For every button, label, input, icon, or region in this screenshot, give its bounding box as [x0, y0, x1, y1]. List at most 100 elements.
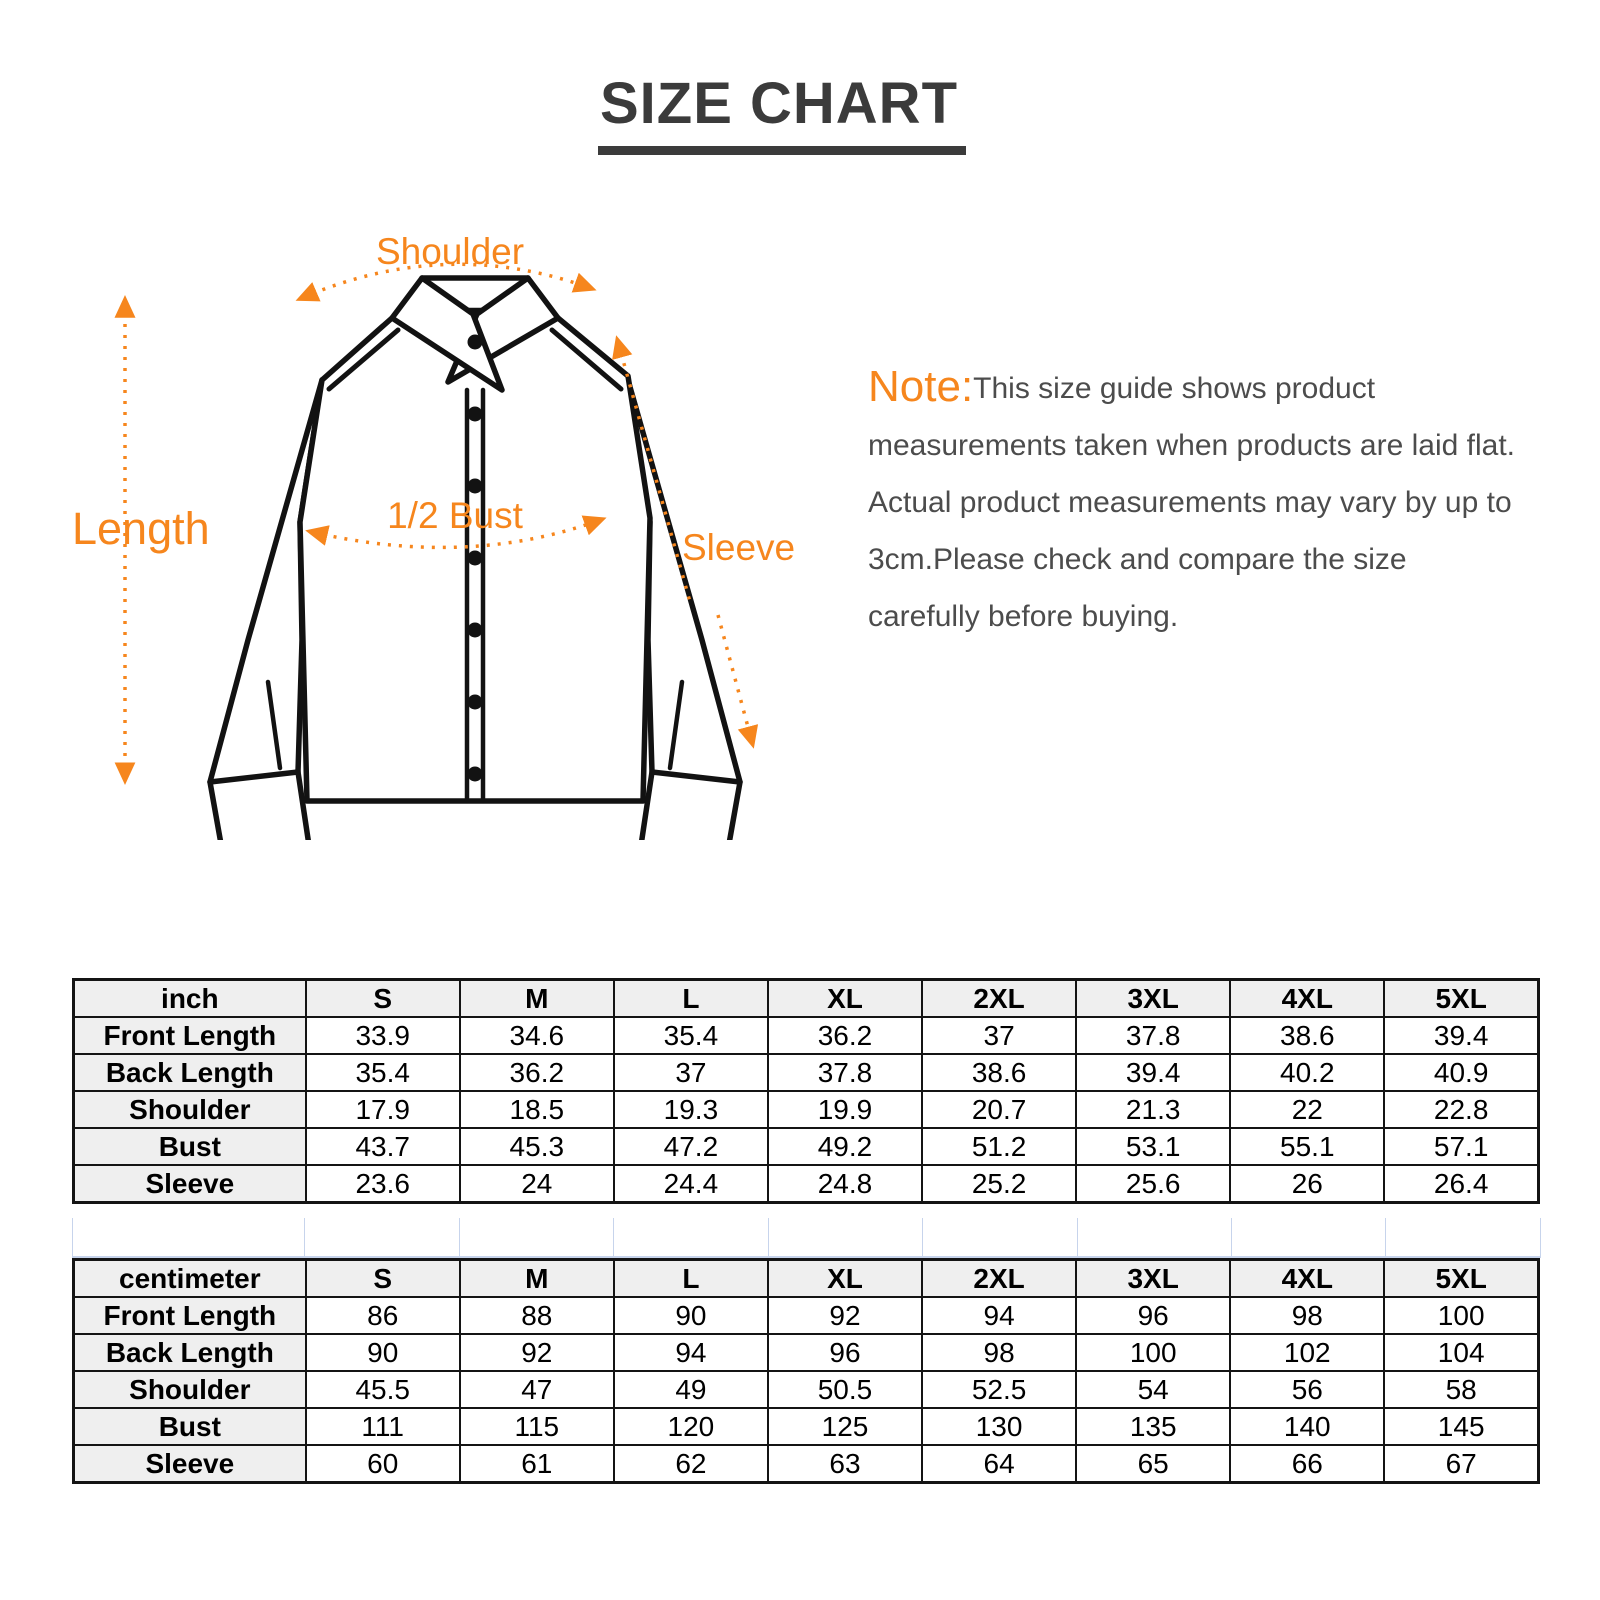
unit-header-cell: inch	[72, 978, 307, 1018]
value-cell: 38.6	[921, 1053, 1078, 1092]
value-cell: 92	[766, 1296, 924, 1335]
value-cell: 140	[1229, 1407, 1386, 1446]
size-column-header: 3XL	[1075, 978, 1232, 1018]
value-cell: 19.3	[612, 1090, 769, 1129]
value-cell: 39.4	[1075, 1053, 1232, 1092]
inch-size-table: inch S M L XL 2XL 3XL 4XL 5XL Front Length 33.9 34…	[72, 978, 1540, 1204]
size-column-header: XL	[766, 978, 924, 1018]
value-cell: 18.5	[458, 1090, 615, 1129]
measurement-row: Bust 111 115 120 125 130 135 140 145	[72, 1407, 1540, 1446]
value-cell: 49.2	[766, 1127, 924, 1166]
value-cell: 45.5	[304, 1370, 461, 1409]
table-spacer-row	[72, 1218, 1541, 1258]
value-cell: 23.6	[304, 1164, 461, 1204]
value-cell: 52.5	[921, 1370, 1078, 1409]
value-cell: 92	[458, 1333, 615, 1372]
value-cell: 130	[921, 1407, 1078, 1446]
value-cell: 51.2	[921, 1127, 1078, 1166]
row-label-cell: Bust	[72, 1407, 307, 1446]
page-title: SIZE CHART	[598, 70, 966, 155]
value-cell: 56	[1229, 1370, 1386, 1409]
value-cell: 26	[1229, 1164, 1386, 1204]
value-cell: 94	[921, 1296, 1078, 1335]
value-cell: 37.8	[766, 1053, 924, 1092]
value-cell: 47.2	[612, 1127, 769, 1166]
value-cell: 58	[1383, 1370, 1540, 1409]
value-cell: 25.6	[1075, 1164, 1232, 1204]
value-cell: 36.2	[766, 1016, 924, 1055]
value-cell: 25.2	[921, 1164, 1078, 1204]
length-label: Length	[72, 503, 210, 554]
value-cell: 35.4	[304, 1053, 461, 1092]
value-cell: 22	[1229, 1090, 1386, 1129]
size-column-header: M	[458, 1258, 615, 1298]
row-label-cell: Shoulder	[72, 1370, 307, 1409]
bust-arrow	[305, 515, 607, 550]
value-cell: 24.4	[612, 1164, 769, 1204]
row-label-cell: Shoulder	[72, 1090, 307, 1129]
half-bust-label: 1/2 Bust	[387, 495, 523, 536]
size-column-header: 4XL	[1229, 1258, 1386, 1298]
value-cell: 24	[458, 1164, 615, 1204]
measurement-row: Shoulder 17.9 18.5 19.3 19.9 20.7 21.3 22 22.8	[72, 1090, 1540, 1129]
value-cell: 62	[612, 1444, 769, 1484]
value-cell: 19.9	[766, 1090, 924, 1129]
value-cell: 90	[612, 1296, 769, 1335]
value-cell: 35.4	[612, 1016, 769, 1055]
value-cell: 145	[1383, 1407, 1540, 1446]
size-column-header: 3XL	[1075, 1258, 1232, 1298]
value-cell: 37.8	[1075, 1016, 1232, 1055]
value-cell: 21.3	[1075, 1090, 1232, 1129]
value-cell: 24.8	[766, 1164, 924, 1204]
measurement-row: Front Length 86 88 90 92 94 96 98 100	[72, 1296, 1540, 1335]
value-cell: 64	[921, 1444, 1078, 1484]
header-row: inch S M L XL 2XL 3XL 4XL 5XL	[72, 978, 1540, 1018]
value-cell: 90	[304, 1333, 461, 1372]
row-label-cell: Sleeve	[72, 1164, 307, 1204]
size-column-header: L	[612, 1258, 769, 1298]
row-label-cell: Front Length	[72, 1296, 307, 1335]
value-cell: 120	[612, 1407, 769, 1446]
value-cell: 33.9	[304, 1016, 461, 1055]
size-column-header: S	[304, 978, 461, 1018]
size-column-header: S	[304, 1258, 461, 1298]
sleeve-label: Sleeve	[682, 527, 795, 568]
unit-header-cell: centimeter	[72, 1258, 307, 1298]
note-paragraph: Note:This size guide shows product measu…	[868, 360, 1523, 645]
value-cell: 65	[1075, 1444, 1232, 1484]
value-cell: 67	[1383, 1444, 1540, 1484]
value-cell: 37	[921, 1016, 1078, 1055]
value-cell: 50.5	[766, 1370, 924, 1409]
value-cell: 39.4	[1383, 1016, 1540, 1055]
value-cell: 88	[458, 1296, 615, 1335]
value-cell: 34.6	[458, 1016, 615, 1055]
value-cell: 111	[304, 1407, 461, 1446]
note-label: Note:	[868, 362, 974, 411]
row-label-cell: Back Length	[72, 1333, 307, 1372]
measurement-row: Shoulder 45.5 47 49 50.5 52.5 54 56 58	[72, 1370, 1540, 1409]
measurement-row: Bust 43.7 45.3 47.2 49.2 51.2 53.1 55.1 57.1	[72, 1127, 1540, 1166]
row-label-cell: Sleeve	[72, 1444, 307, 1484]
value-cell: 45.3	[458, 1127, 615, 1166]
value-cell: 26.4	[1383, 1164, 1540, 1204]
value-cell: 55.1	[1229, 1127, 1386, 1166]
value-cell: 94	[612, 1333, 769, 1372]
size-column-header: 5XL	[1383, 978, 1540, 1018]
value-cell: 49	[612, 1370, 769, 1409]
value-cell: 54	[1075, 1370, 1232, 1409]
value-cell: 47	[458, 1370, 615, 1409]
shirt-collar-left	[389, 275, 505, 393]
note-text: This size guide shows product measuremen…	[868, 372, 1516, 633]
measurement-row: Back Length 35.4 36.2 37 37.8 38.6 39.4 40.2 40.…	[72, 1053, 1540, 1092]
value-cell: 20.7	[921, 1090, 1078, 1129]
value-cell: 115	[458, 1407, 615, 1446]
sleeve-arrow-upper	[612, 335, 692, 603]
shoulder-label: Shoulder	[376, 231, 524, 272]
value-cell: 53.1	[1075, 1127, 1232, 1166]
value-cell: 96	[1075, 1296, 1232, 1335]
size-column-header: 4XL	[1229, 978, 1386, 1018]
measurement-row: Sleeve 60 61 62 63 64 65 66 67	[72, 1444, 1540, 1484]
size-column-header: 2XL	[921, 978, 1078, 1018]
shirt-outline	[207, 275, 743, 840]
